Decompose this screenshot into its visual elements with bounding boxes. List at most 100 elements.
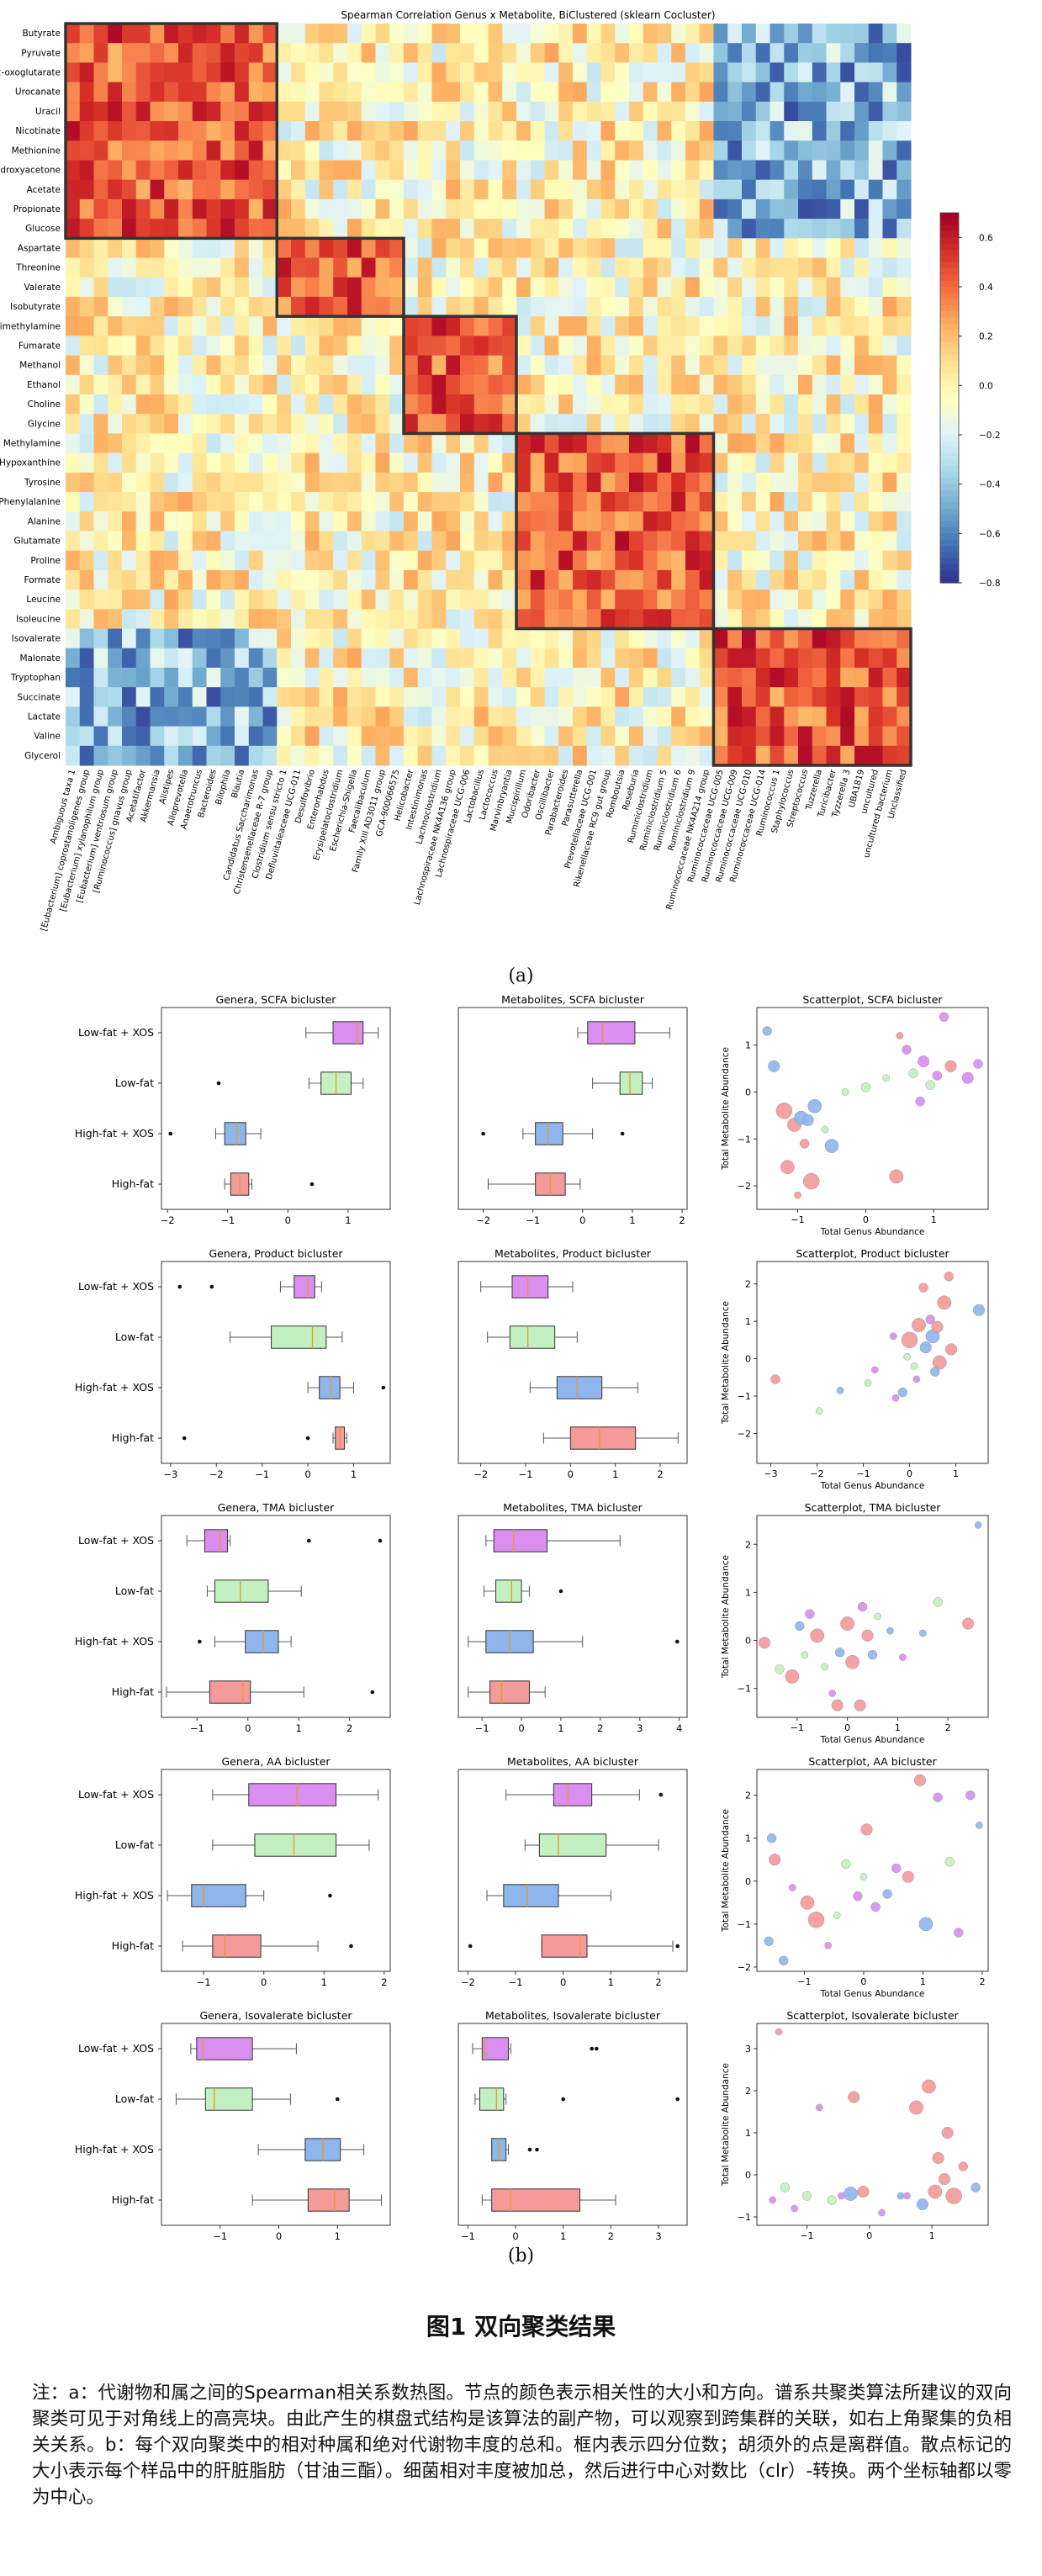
- heatmap-cell: [446, 590, 461, 610]
- heatmap-cell: [742, 336, 757, 357]
- heatmap-cell: [516, 296, 532, 317]
- heatmap-cell: [868, 82, 883, 103]
- heatmap-cell: [248, 414, 263, 434]
- group-label: Low-fat: [115, 1838, 154, 1851]
- heatmap-cell: [319, 433, 334, 454]
- outlier-point: [674, 1639, 680, 1644]
- heatmap-cell: [600, 492, 616, 512]
- heatmap-cell: [854, 82, 870, 103]
- heatmap-cell: [192, 394, 207, 415]
- heatmap-cell: [66, 374, 81, 395]
- scatter-xtick-label: 0: [860, 1976, 866, 1987]
- heatmap-cell: [770, 628, 785, 649]
- heatmap-cell: [798, 43, 813, 63]
- heatmap-cell: [544, 277, 559, 298]
- heatmap-cell: [431, 121, 447, 141]
- heatmap-cell: [558, 101, 574, 122]
- heatmap-cell: [629, 198, 644, 220]
- heatmap-cell: [417, 336, 432, 357]
- heatmap-cell: [375, 296, 390, 317]
- heatmap-cell: [629, 687, 644, 707]
- heatmap-cell: [417, 179, 432, 200]
- heatmap-cell: [220, 101, 235, 122]
- colorbar-segment: [940, 317, 959, 325]
- scatter-point: [910, 1362, 918, 1370]
- colorbar-tick-label: 0.6: [979, 233, 993, 243]
- metabolite-label: Choline: [28, 399, 61, 410]
- heatmap-cell: [615, 24, 630, 44]
- heatmap-cell: [248, 24, 263, 44]
- metabolites-title: Metabolites, AA bicluster: [507, 1755, 639, 1768]
- heatmap-cell: [347, 531, 362, 552]
- heatmap-cell: [417, 706, 432, 727]
- heatmap-cell: [389, 726, 405, 747]
- metabolite-label: Methylamine: [3, 439, 61, 449]
- heatmap-cell: [206, 82, 221, 103]
- heatmap-cell: [375, 160, 390, 181]
- scatter-xlabel: Total Genus Abundance: [820, 1735, 925, 1745]
- heatmap-cell: [122, 628, 137, 649]
- heatmap-cell: [431, 179, 447, 200]
- heatmap-cell: [361, 452, 376, 473]
- heatmap-cell: [840, 531, 855, 552]
- heatmap-cell: [108, 472, 123, 493]
- heatmap-cell: [79, 492, 94, 512]
- heatmap-cell: [530, 121, 545, 141]
- heatmap-cell: [389, 511, 405, 532]
- colorbar-segment: [940, 410, 959, 417]
- colorbar-segment: [940, 280, 959, 288]
- heatmap-cell: [277, 590, 292, 610]
- heatmap-cell: [657, 745, 672, 766]
- scatter-ytick-label: 2: [745, 2086, 751, 2097]
- heatmap-cell: [404, 531, 419, 552]
- heatmap-cell: [220, 648, 235, 669]
- heatmap-cell: [615, 531, 630, 552]
- heatmap-cell: [304, 277, 320, 298]
- heatmap-cell: [122, 82, 137, 103]
- heatmap-cell: [558, 433, 574, 454]
- heatmap-cell: [473, 179, 489, 200]
- heatmap-cell: [206, 140, 221, 161]
- scatter-point: [864, 1379, 872, 1387]
- heatmap-cell: [742, 452, 757, 473]
- heatmap-cell: [615, 121, 630, 141]
- scatter-ytick-label: 2: [745, 1279, 751, 1290]
- heatmap-cell: [473, 687, 489, 707]
- heatmap-cell: [389, 160, 405, 181]
- heatmap-cell: [333, 472, 348, 493]
- heatmap-cell: [742, 687, 757, 707]
- heatmap-cell: [784, 609, 799, 630]
- heatmap-cell: [108, 82, 123, 103]
- heatmap-cell: [417, 140, 432, 161]
- heatmap-cell: [291, 179, 306, 200]
- heatmap-cell: [530, 590, 545, 610]
- scatter-point: [913, 1774, 926, 1786]
- scatter-point: [769, 1854, 781, 1866]
- scatter-title: Scatterplot, TMA bicluster: [805, 1501, 942, 1514]
- heatmap-cell: [389, 569, 405, 590]
- metabolite-label: Leucine: [26, 595, 61, 605]
- scatter-point: [933, 1792, 943, 1802]
- heatmap-cell: [248, 667, 263, 688]
- heatmap-cell: [615, 336, 630, 357]
- heatmap-cell: [544, 706, 559, 727]
- heatmap-cell: [685, 219, 701, 239]
- heatmap-cell: [784, 219, 799, 239]
- metabolites-xtick-label: 0: [579, 1214, 585, 1226]
- box: [489, 1680, 530, 1704]
- heatmap-cell: [473, 726, 489, 747]
- heatmap-cell: [277, 179, 292, 200]
- heatmap-cell: [431, 82, 447, 103]
- heatmap-cell: [798, 277, 813, 298]
- heatmap-cell: [93, 62, 108, 83]
- heatmap-cell: [699, 219, 714, 239]
- outlier-point: [481, 1131, 485, 1136]
- scatter-ytick-label: −1: [738, 2212, 751, 2223]
- heatmap-cell: [122, 101, 137, 122]
- heatmap-cell: [502, 394, 517, 415]
- heatmap-cell: [108, 24, 123, 44]
- colorbar-segment: [940, 225, 959, 232]
- heatmap-cell: [798, 179, 813, 200]
- heatmap-cell: [333, 257, 348, 278]
- heatmap-cell: [150, 355, 165, 376]
